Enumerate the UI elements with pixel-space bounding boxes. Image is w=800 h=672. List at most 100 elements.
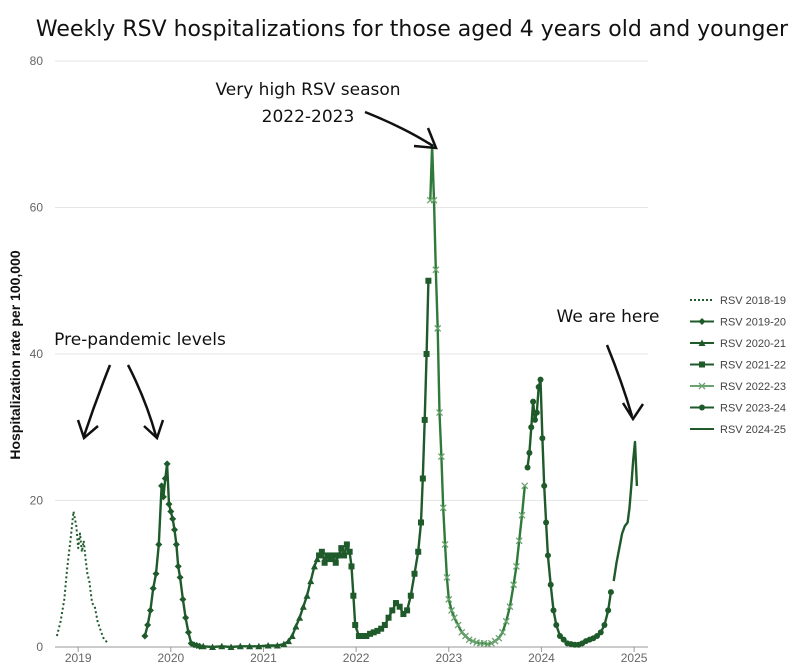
arrow-we-are-here (605, 344, 634, 417)
data-point (316, 552, 323, 559)
series-rsv-2019-20 (141, 460, 204, 650)
annotation-high-season-line2: 2022-2023 (262, 107, 355, 127)
data-point (149, 584, 157, 592)
annotation-high-season: Very high RSV season 2022-2023 (215, 80, 438, 150)
data-point (539, 435, 546, 442)
data-point (499, 628, 506, 636)
data-point (246, 642, 254, 650)
data-point (335, 552, 342, 559)
data-point (502, 617, 510, 625)
series-rsv-2018-19 (55, 510, 110, 645)
data-point (332, 559, 339, 566)
legend-label: RSV 2023-24 (720, 403, 786, 415)
data-point (547, 581, 554, 588)
data-point (184, 628, 192, 636)
series-rsv-2024-25 (612, 440, 639, 582)
data-point (161, 475, 169, 483)
data-point (448, 606, 456, 614)
legend-label: RSV 2022-23 (720, 381, 786, 393)
data-point (163, 460, 171, 468)
legend-marker (698, 382, 706, 390)
legend-item: RSV 2019-20 (690, 317, 786, 329)
data-point (535, 383, 542, 390)
data-point (341, 552, 348, 559)
data-point (209, 643, 217, 650)
data-point (454, 621, 462, 629)
data-point (199, 642, 207, 650)
data-point (430, 196, 438, 204)
data-point (445, 595, 453, 603)
data-point (218, 642, 226, 650)
legend-item: RSV 2023-24 (690, 403, 786, 415)
data-point (437, 453, 445, 461)
data-point (165, 500, 173, 508)
data-point (434, 324, 442, 332)
data-point (518, 511, 526, 519)
data-point (407, 592, 414, 599)
data-point (385, 614, 392, 621)
data-point (389, 607, 396, 614)
axes: 0 20 40 60 80 2019 2020 2021 2022 2023 2024 2025 (30, 54, 648, 665)
data-point (544, 552, 551, 559)
data-point (550, 607, 557, 614)
data-point (144, 621, 152, 629)
legend-label: RSV 2018-19 (720, 295, 786, 307)
data-point (152, 570, 160, 578)
data-point (227, 643, 235, 650)
data-point (359, 633, 366, 640)
legend-label: RSV 2020-21 (720, 338, 786, 350)
data-point (355, 633, 362, 640)
x-tick-label: 2023 (435, 651, 462, 665)
y-tick-label: 60 (30, 201, 44, 215)
annotation-we-are-here: We are here (557, 307, 659, 422)
data-point (556, 633, 563, 640)
data-point (404, 607, 411, 614)
data-point (348, 563, 355, 570)
legend-item: RSV 2022-23 (690, 381, 786, 393)
data-point (594, 633, 601, 640)
arrowhead-pre-pandemic-right (143, 419, 165, 441)
data-point (313, 555, 321, 563)
data-point (363, 633, 370, 640)
data-point (396, 603, 403, 610)
series-rsv-2020-21 (199, 555, 321, 650)
series-line (55, 510, 110, 645)
data-point (510, 581, 518, 589)
data-point (450, 614, 458, 622)
data-point (352, 622, 359, 629)
series-lines (55, 141, 639, 650)
data-point (541, 482, 548, 489)
data-point (284, 637, 292, 645)
legend-item: RSV 2020-21 (690, 338, 786, 350)
data-point (321, 559, 328, 566)
chart-title: Weekly RSV hospitalizations for those ag… (36, 17, 789, 42)
data-point (553, 622, 560, 629)
data-point (512, 562, 520, 570)
data-point (441, 540, 449, 548)
data-point (155, 540, 163, 548)
series-line (318, 280, 430, 638)
annotation-high-season-line1: Very high RSV season (215, 80, 400, 100)
data-point (171, 526, 179, 534)
y-tick-label: 20 (30, 494, 44, 508)
series-line (203, 558, 319, 649)
arrowhead-we-are-here (621, 402, 645, 422)
data-point (465, 636, 473, 644)
data-point (280, 640, 288, 648)
legend-label: RSV 2021-22 (720, 360, 786, 372)
data-point (607, 589, 614, 596)
data-point (367, 630, 374, 637)
data-point (601, 622, 608, 629)
y-axis-label: Hospitalization rate per 100,000 (7, 250, 23, 460)
data-point (174, 562, 182, 570)
data-point (182, 614, 190, 622)
legend-item: RSV 2018-19 (690, 295, 786, 307)
data-point (318, 548, 325, 555)
data-point (292, 622, 300, 630)
series-line (526, 378, 613, 646)
data-point (172, 540, 180, 548)
legend-item: RSV 2024-25 (690, 424, 786, 436)
data-point (324, 552, 331, 559)
data-point (288, 632, 296, 640)
